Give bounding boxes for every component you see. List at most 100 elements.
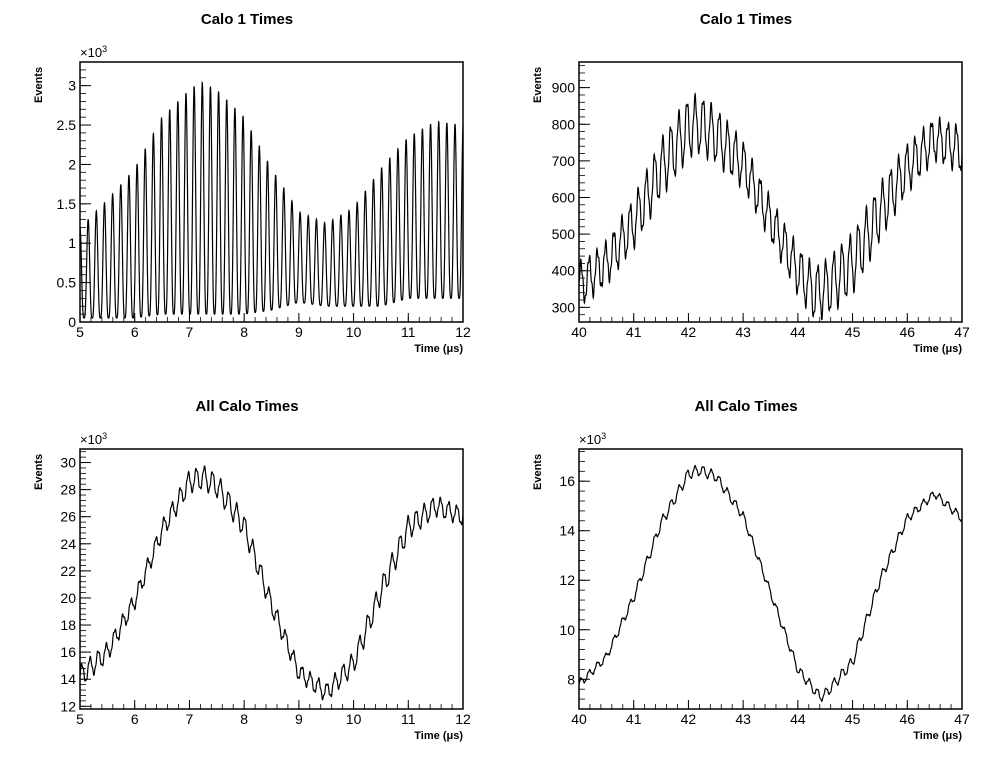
y-tick-label: 16 xyxy=(60,644,76,660)
y-tick-label: 800 xyxy=(552,116,576,132)
y-axis-label: Events xyxy=(532,454,544,490)
y-tick-label: 12 xyxy=(559,572,575,588)
x-tick-label: 45 xyxy=(845,324,861,340)
y-tick-label: 28 xyxy=(60,482,76,498)
y-tick-label: 3 xyxy=(68,78,76,94)
y-tick-label: 0.5 xyxy=(57,275,77,291)
y-tick-label: 600 xyxy=(552,189,576,205)
y-tick-label: 900 xyxy=(552,80,576,96)
y-multiplier-label: ×103 xyxy=(80,44,107,60)
chart-title: All Calo Times xyxy=(694,398,797,415)
x-tick-label: 12 xyxy=(455,711,471,727)
plot-frame xyxy=(578,61,963,323)
x-tick-label: 11 xyxy=(401,324,416,340)
x-tick-label: 46 xyxy=(899,711,915,727)
x-tick-label: 7 xyxy=(186,711,194,727)
series-line xyxy=(578,92,963,321)
chart-title: All Calo Times xyxy=(195,398,298,415)
x-axis-label: Time (μs) xyxy=(913,343,962,355)
y-axis-label: Events xyxy=(33,67,45,103)
x-axis-label: Time (μs) xyxy=(414,730,463,742)
x-tick-label: 43 xyxy=(735,711,751,727)
series-line xyxy=(578,464,963,702)
y-multiplier-label: ×103 xyxy=(579,431,606,447)
chart-svg: All Calo Times Events Time (μs) ×103 40 4… xyxy=(532,398,970,742)
chart-panel-bottom-left: All Calo Times Events Time (μs) ×103 5 6 7… xyxy=(0,387,499,774)
x-tick-label: 8 xyxy=(240,711,248,727)
y-tick-label: 1.5 xyxy=(57,196,77,212)
x-ticks: 40 41 42 43 44 45 46 47 xyxy=(571,700,970,727)
y-tick-label: 22 xyxy=(60,563,76,579)
y-ticks: 0 0.5 1 1.5 2 2.5 3 xyxy=(57,61,91,330)
y-tick-label: 500 xyxy=(552,226,576,242)
x-tick-label: 8 xyxy=(240,324,248,340)
y-tick-label: 8 xyxy=(567,671,575,687)
x-tick-label: 40 xyxy=(571,324,587,340)
x-tick-label: 5 xyxy=(76,324,84,340)
x-ticks: 5 6 7 8 9 10 11 12 xyxy=(76,313,471,340)
x-tick-label: 6 xyxy=(131,324,139,340)
y-tick-label: 300 xyxy=(552,299,576,315)
y-ticks: 300 400 500 600 700 800 900 xyxy=(552,65,590,323)
series-line xyxy=(79,465,464,701)
x-tick-label: 47 xyxy=(954,324,970,340)
x-tick-label: 12 xyxy=(455,324,471,340)
chart-panel-bottom-right: All Calo Times Events Time (μs) ×103 40 4… xyxy=(499,387,998,774)
x-tick-label: 10 xyxy=(346,711,362,727)
y-tick-label: 26 xyxy=(60,509,76,525)
y-tick-label: 400 xyxy=(552,263,576,279)
y-axis-label: Events xyxy=(532,67,544,103)
chart-panel-top-left: Calo 1 Times Events Time (μs) ×103 5 6 7 8 9… xyxy=(0,0,499,387)
x-tick-label: 40 xyxy=(571,711,587,727)
y-tick-label: 16 xyxy=(559,473,575,489)
y-tick-label: 14 xyxy=(60,671,76,687)
x-tick-label: 45 xyxy=(845,711,861,727)
x-ticks: 40 41 42 43 44 45 46 47 xyxy=(571,313,970,340)
plot-frame xyxy=(79,448,464,710)
y-tick-label: 700 xyxy=(552,153,576,169)
x-tick-label: 43 xyxy=(735,324,751,340)
y-tick-label: 12 xyxy=(60,698,76,714)
x-tick-label: 11 xyxy=(401,711,416,727)
chart-title: Calo 1 Times xyxy=(201,11,293,28)
y-tick-label: 2.5 xyxy=(57,117,77,133)
x-tick-label: 5 xyxy=(76,711,84,727)
y-tick-label: 20 xyxy=(60,590,76,606)
y-tick-label: 2 xyxy=(68,156,76,172)
y-tick-label: 18 xyxy=(60,617,76,633)
x-tick-label: 42 xyxy=(681,711,697,727)
x-tick-label: 9 xyxy=(295,711,303,727)
x-tick-label: 42 xyxy=(681,324,697,340)
chart-svg: Calo 1 Times Events Time (μs) 40 41 42 43 44… xyxy=(532,11,970,355)
chart-svg: All Calo Times Events Time (μs) ×103 5 6 7… xyxy=(33,398,471,742)
x-axis-label: Time (μs) xyxy=(414,343,463,355)
x-tick-label: 41 xyxy=(626,324,642,340)
y-multiplier-label: ×103 xyxy=(80,431,107,447)
x-tick-label: 9 xyxy=(295,324,303,340)
chart-svg: Calo 1 Times Events Time (μs) ×103 5 6 7 8 9… xyxy=(33,11,471,355)
x-tick-label: 44 xyxy=(790,324,806,340)
y-tick-label: 0 xyxy=(68,314,76,330)
x-tick-label: 44 xyxy=(790,711,806,727)
y-tick-label: 24 xyxy=(60,536,76,552)
plot-frame xyxy=(79,61,464,323)
y-tick-label: 30 xyxy=(60,455,76,471)
x-tick-label: 7 xyxy=(186,324,194,340)
y-tick-label: 14 xyxy=(559,523,575,539)
y-ticks: 12 14 16 18 20 22 24 26 28 30 xyxy=(60,451,91,714)
x-tick-label: 41 xyxy=(626,711,642,727)
x-axis-label: Time (μs) xyxy=(913,730,962,742)
plot-frame xyxy=(578,448,963,710)
y-tick-label: 1 xyxy=(68,235,76,251)
y-ticks: 8 10 12 14 16 xyxy=(559,451,590,710)
x-tick-label: 6 xyxy=(131,711,139,727)
chart-panel-top-right: Calo 1 Times Events Time (μs) 40 41 42 43 44… xyxy=(499,0,998,387)
chart-title: Calo 1 Times xyxy=(700,11,792,28)
x-tick-label: 47 xyxy=(954,711,970,727)
x-tick-label: 10 xyxy=(346,324,362,340)
y-axis-label: Events xyxy=(33,454,45,490)
x-ticks: 5 6 7 8 9 10 11 12 xyxy=(76,700,471,727)
series-line xyxy=(79,80,464,319)
y-tick-label: 10 xyxy=(559,622,575,638)
x-tick-label: 46 xyxy=(899,324,915,340)
